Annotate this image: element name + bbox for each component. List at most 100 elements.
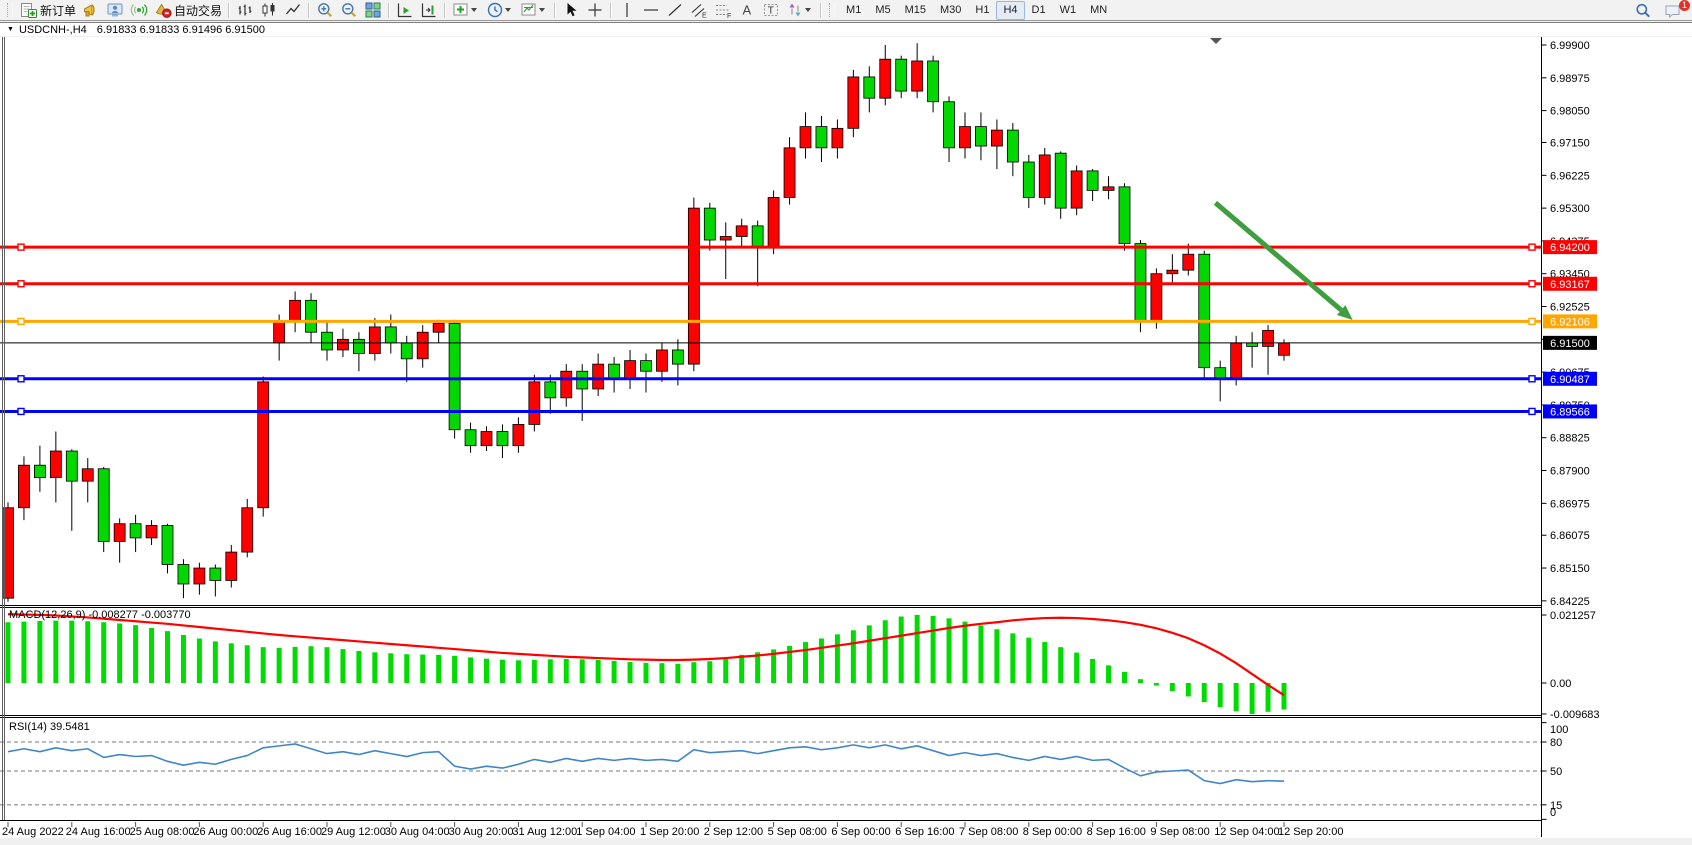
community-button[interactable] bbox=[103, 0, 127, 21]
svg-text:12 Sep 20:00: 12 Sep 20:00 bbox=[1278, 826, 1343, 838]
rsi-indicator-label: RSI(14) 39.5481 bbox=[9, 721, 90, 733]
svg-text:6.93167: 6.93167 bbox=[1550, 279, 1590, 291]
svg-text:15: 15 bbox=[1550, 800, 1562, 812]
toolbar-drag-handle[interactable] bbox=[829, 3, 836, 17]
equidistant-channel-button[interactable]: E bbox=[687, 0, 711, 21]
timeframe-h4-button[interactable]: H4 bbox=[996, 0, 1025, 20]
price-tag-6.92106 bbox=[1543, 314, 1597, 329]
trendline-button[interactable] bbox=[663, 0, 687, 21]
bar-chart-mode-button[interactable] bbox=[233, 0, 257, 21]
zoom-out-button[interactable] bbox=[337, 0, 361, 21]
vertical-line-button[interactable] bbox=[615, 0, 639, 21]
timeframe-m1-button[interactable]: M1 bbox=[846, 3, 862, 16]
auto-scroll-button[interactable] bbox=[393, 0, 417, 21]
timeframe-m15-button[interactable]: M15 bbox=[904, 3, 926, 16]
price-tag-6.93167 bbox=[1543, 276, 1597, 291]
svg-text:6.86975: 6.86975 bbox=[1550, 498, 1590, 510]
fibonacci-button[interactable]: F bbox=[711, 0, 735, 21]
svg-text:A: A bbox=[743, 3, 752, 18]
svg-text:T: T bbox=[768, 6, 774, 17]
svg-text:6.91500: 6.91500 bbox=[1550, 338, 1590, 350]
signal-button[interactable] bbox=[127, 0, 151, 21]
chevron-down-icon[interactable]: ▼ bbox=[7, 26, 14, 33]
templates-button[interactable] bbox=[517, 0, 551, 21]
line-chart-icon bbox=[284, 1, 302, 19]
price-tag-6.91500 bbox=[1543, 335, 1597, 350]
new-order-button[interactable]: 新订单 bbox=[17, 0, 79, 21]
periods-button[interactable] bbox=[483, 0, 517, 21]
svg-text:6.88825: 6.88825 bbox=[1550, 433, 1590, 445]
search-button[interactable] bbox=[1631, 0, 1655, 21]
toolbar-drag-handle[interactable] bbox=[7, 3, 13, 17]
announcement-button[interactable] bbox=[79, 0, 103, 21]
new-order-icon bbox=[20, 1, 38, 19]
svg-text:6 Sep 16:00: 6 Sep 16:00 bbox=[895, 826, 954, 838]
zoom-in-button[interactable] bbox=[313, 0, 337, 21]
svg-text:7 Sep 08:00: 7 Sep 08:00 bbox=[959, 826, 1018, 838]
indicators-button[interactable] bbox=[449, 0, 483, 21]
macd-indicator-label: MACD(12,26,9) -0.008277 -0.003770 bbox=[9, 609, 191, 621]
chart-symbol-period: USDCNH-,H4 bbox=[18, 23, 87, 36]
auto-trading-label: 自动交易 bbox=[174, 3, 223, 18]
auto-scroll-icon bbox=[396, 1, 414, 19]
timeframe-h1-button[interactable]: H1 bbox=[975, 3, 990, 16]
macd-signal-line bbox=[7, 613, 1285, 697]
chart-shift-marker-icon[interactable] bbox=[1210, 38, 1222, 44]
svg-text:6.86075: 6.86075 bbox=[1550, 530, 1590, 542]
text-icon: A bbox=[738, 1, 756, 19]
chart-shift-button[interactable] bbox=[417, 0, 441, 21]
signal-icon bbox=[130, 1, 148, 19]
svg-text:9 Sep 08:00: 9 Sep 08:00 bbox=[1150, 826, 1209, 838]
indicators-icon bbox=[452, 1, 470, 19]
rsi-panel bbox=[0, 741, 1542, 806]
chart-shift-icon bbox=[420, 1, 438, 19]
periods-caret-icon[interactable] bbox=[505, 8, 512, 12]
toolbar-separator bbox=[308, 2, 311, 18]
timeframe-w1-button[interactable]: W1 bbox=[1059, 3, 1077, 16]
zoom-in-icon bbox=[316, 1, 334, 19]
crosshair-button[interactable] bbox=[583, 0, 607, 21]
candles-layer bbox=[2, 43, 1290, 602]
svg-text:24 Aug 2022: 24 Aug 2022 bbox=[2, 826, 64, 838]
tile-windows-button[interactable] bbox=[361, 0, 385, 21]
svg-text:6 Sep 00:00: 6 Sep 00:00 bbox=[831, 826, 890, 838]
templates-caret-icon[interactable] bbox=[539, 8, 546, 12]
chat-badge: 1 bbox=[1679, 0, 1690, 11]
zoom-out-icon bbox=[340, 1, 358, 19]
timeframe-mn-button[interactable]: MN bbox=[1090, 3, 1108, 16]
line-chart-mode-button[interactable] bbox=[281, 0, 305, 21]
toolbar-separator bbox=[820, 2, 823, 18]
cursor-button[interactable] bbox=[559, 0, 583, 21]
svg-text:6.84225: 6.84225 bbox=[1550, 596, 1590, 608]
text-button[interactable]: A bbox=[735, 0, 759, 21]
chart-ohlc-quotes: 6.91833 6.91833 6.91496 6.91500 bbox=[96, 23, 265, 36]
trend-arrow[interactable] bbox=[1213, 200, 1343, 312]
toolbar-separator bbox=[388, 2, 391, 18]
toolbar-separator bbox=[444, 2, 447, 18]
timeframe-d1-button[interactable]: D1 bbox=[1031, 3, 1046, 16]
chat-button[interactable]: 1 bbox=[1661, 0, 1690, 21]
svg-text:8 Sep 16:00: 8 Sep 16:00 bbox=[1087, 826, 1146, 838]
chart-title-bar[interactable]: ▼ USDCNH-,H4 6.91833 6.91833 6.91496 6.9… bbox=[0, 22, 1692, 36]
svg-text:6.97150: 6.97150 bbox=[1550, 138, 1590, 150]
candlestick-mode-button[interactable] bbox=[257, 0, 281, 21]
timeframe-m5-button[interactable]: M5 bbox=[875, 3, 891, 16]
arrow-objects-button[interactable] bbox=[783, 0, 817, 21]
arrow-objects-caret-icon[interactable] bbox=[805, 8, 812, 12]
arrow-objects-icon bbox=[786, 1, 804, 19]
candles-chart-icon bbox=[260, 1, 278, 19]
horizontal-line-button[interactable] bbox=[639, 0, 663, 21]
bars-chart-icon bbox=[236, 1, 254, 19]
vertical-line-icon bbox=[618, 1, 636, 19]
auto-trading-button[interactable]: 自动交易 bbox=[151, 0, 225, 21]
indicators-caret-icon[interactable] bbox=[471, 8, 478, 12]
text-label-button[interactable]: T bbox=[759, 0, 783, 21]
svg-text:6.92106: 6.92106 bbox=[1550, 316, 1590, 328]
new-order-label: 新订单 bbox=[40, 3, 77, 18]
svg-text:0.021257: 0.021257 bbox=[1550, 610, 1596, 622]
toolbar-separator bbox=[610, 2, 613, 18]
svg-text:25 Aug 08:00: 25 Aug 08:00 bbox=[130, 826, 195, 838]
svg-text:6.99900: 6.99900 bbox=[1550, 40, 1590, 52]
timeframe-m30-button[interactable]: M30 bbox=[940, 3, 962, 16]
chart-canvas[interactable]: 6.99900 6.98975 6.98050 6.97150 6.96225 6.953… bbox=[0, 37, 1692, 845]
